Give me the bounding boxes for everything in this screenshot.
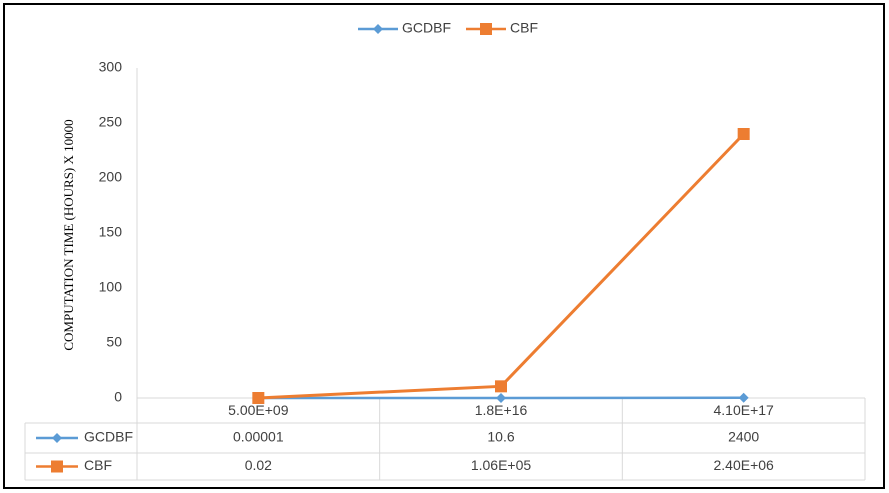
legend-marker [480, 23, 492, 35]
table-value: 1.06E+05 [471, 457, 532, 473]
data-point [496, 392, 506, 403]
x-tick-label: 5.00E+09 [228, 402, 289, 418]
legend-label: GCDBF [402, 20, 451, 36]
table-value: 0.02 [245, 457, 272, 473]
table-series-name: CBF [84, 457, 112, 473]
y-axis-title: COMPUTATION TIME (HOURS) X 10000 [61, 119, 76, 350]
y-tick-label: 200 [99, 169, 123, 185]
legend-label: CBF [510, 20, 538, 36]
table-series-name: GCDBF [84, 429, 133, 445]
x-tick-label: 1.8E+16 [475, 402, 528, 418]
y-tick-label: 250 [99, 114, 123, 130]
table-value: 10.6 [487, 429, 514, 445]
data-point [495, 380, 507, 393]
y-tick-label: 300 [99, 59, 123, 75]
y-tick-label: 0 [114, 389, 122, 405]
table-value: 0.00001 [233, 429, 284, 445]
y-tick-label: 50 [106, 334, 122, 350]
y-tick-label: 150 [99, 224, 123, 240]
data-point [252, 392, 265, 404]
table-legend-marker [51, 460, 63, 473]
data-point [737, 128, 750, 140]
table-value: 2.40E+06 [713, 457, 774, 473]
chart-frame [3, 3, 885, 489]
legend-marker [373, 24, 383, 34]
table-value: 2400 [728, 429, 759, 445]
table-legend-marker [52, 433, 62, 443]
y-tick-label: 100 [99, 279, 123, 295]
data-point [738, 392, 749, 403]
x-tick-label: 4.10E+17 [713, 402, 774, 418]
